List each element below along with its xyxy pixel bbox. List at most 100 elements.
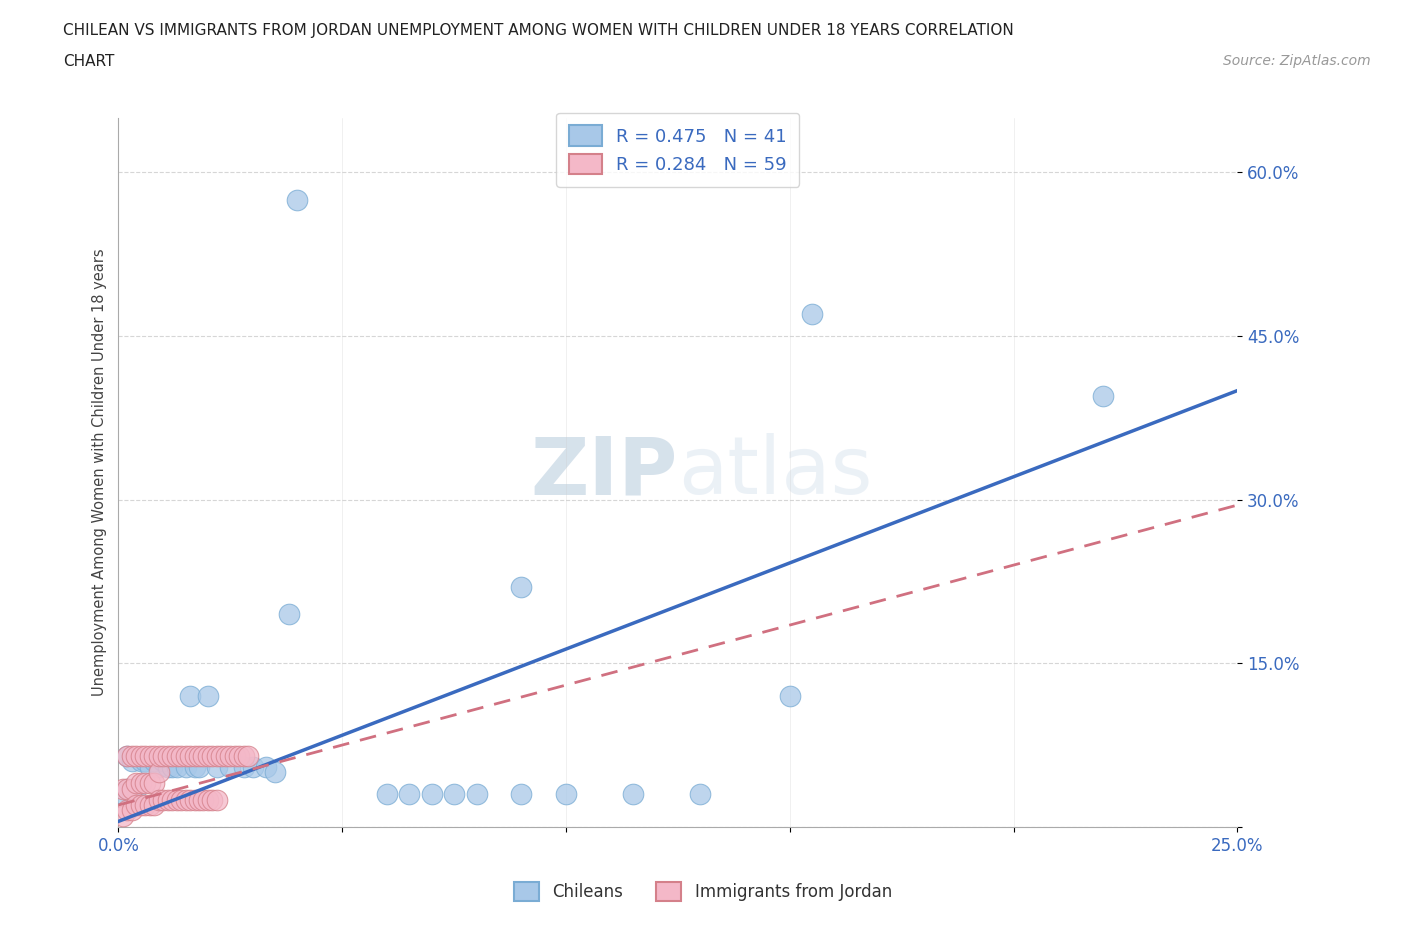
Point	[264, 764, 287, 779]
Point	[179, 792, 201, 807]
Point	[121, 803, 143, 817]
Point	[111, 787, 134, 802]
Point	[117, 781, 139, 796]
Point	[277, 606, 299, 621]
Point	[166, 749, 188, 764]
Point	[689, 787, 711, 802]
Point	[117, 781, 139, 796]
Point	[156, 749, 179, 764]
Point	[201, 792, 224, 807]
Point	[183, 792, 205, 807]
Point	[205, 749, 228, 764]
Point	[143, 798, 166, 813]
Point	[510, 579, 533, 594]
Point	[148, 764, 170, 779]
Point	[166, 792, 188, 807]
Point	[134, 776, 156, 790]
Point	[465, 787, 488, 802]
Point	[420, 787, 443, 802]
Text: Source: ZipAtlas.com: Source: ZipAtlas.com	[1223, 54, 1371, 68]
Point	[398, 787, 420, 802]
Point	[242, 760, 264, 775]
Point	[232, 760, 254, 775]
Point	[121, 781, 143, 796]
Point	[152, 754, 174, 769]
Point	[129, 754, 152, 769]
Point	[148, 760, 170, 775]
Point	[209, 749, 232, 764]
Point	[125, 749, 148, 764]
Point	[117, 803, 139, 817]
Legend: Chileans, Immigrants from Jordan: Chileans, Immigrants from Jordan	[508, 875, 898, 908]
Point	[139, 798, 162, 813]
Point	[238, 749, 260, 764]
Point	[139, 776, 162, 790]
Point	[188, 760, 211, 775]
Point	[287, 193, 309, 207]
Point	[193, 792, 215, 807]
Point	[228, 749, 250, 764]
Point	[134, 749, 156, 764]
Point	[375, 787, 398, 802]
Point	[254, 760, 277, 775]
Point	[160, 792, 183, 807]
Point	[148, 792, 170, 807]
Point	[156, 760, 179, 775]
Point	[205, 792, 228, 807]
Point	[125, 781, 148, 796]
Point	[188, 792, 211, 807]
Point	[193, 749, 215, 764]
Text: atlas: atlas	[678, 433, 872, 512]
Y-axis label: Unemployment Among Women with Children Under 18 years: Unemployment Among Women with Children U…	[93, 248, 107, 697]
Point	[125, 798, 148, 813]
Point	[183, 749, 205, 764]
Point	[174, 760, 197, 775]
Point	[174, 792, 197, 807]
Point	[129, 776, 152, 790]
Point	[117, 749, 139, 764]
Point	[197, 792, 219, 807]
Point	[1092, 389, 1115, 404]
Point	[117, 749, 139, 764]
Point	[179, 749, 201, 764]
Point	[219, 749, 242, 764]
Point	[134, 798, 156, 813]
Legend: R = 0.475   N = 41, R = 0.284   N = 59: R = 0.475 N = 41, R = 0.284 N = 59	[557, 113, 800, 187]
Point	[143, 754, 166, 769]
Point	[111, 808, 134, 823]
Point	[139, 760, 162, 775]
Point	[152, 749, 174, 764]
Text: CHILEAN VS IMMIGRANTS FROM JORDAN UNEMPLOYMENT AMONG WOMEN WITH CHILDREN UNDER 1: CHILEAN VS IMMIGRANTS FROM JORDAN UNEMPL…	[63, 23, 1014, 38]
Point	[166, 760, 188, 775]
Point	[224, 749, 246, 764]
Point	[215, 749, 238, 764]
Point	[129, 798, 152, 813]
Point	[188, 749, 211, 764]
Point	[205, 760, 228, 775]
Point	[179, 688, 201, 703]
Point	[160, 749, 183, 764]
Point	[143, 749, 166, 764]
Point	[170, 792, 193, 807]
Point	[143, 776, 166, 790]
Point	[232, 749, 254, 764]
Point	[510, 787, 533, 802]
Point	[148, 749, 170, 764]
Point	[121, 754, 143, 769]
Point	[125, 776, 148, 790]
Point	[111, 781, 134, 796]
Point	[121, 787, 143, 802]
Point	[201, 749, 224, 764]
Point	[174, 749, 197, 764]
Point	[134, 754, 156, 769]
Point	[197, 688, 219, 703]
Point	[170, 749, 193, 764]
Point	[160, 760, 183, 775]
Point	[219, 760, 242, 775]
Point	[621, 787, 644, 802]
Point	[129, 749, 152, 764]
Point	[156, 792, 179, 807]
Point	[121, 749, 143, 764]
Point	[801, 307, 824, 322]
Point	[152, 792, 174, 807]
